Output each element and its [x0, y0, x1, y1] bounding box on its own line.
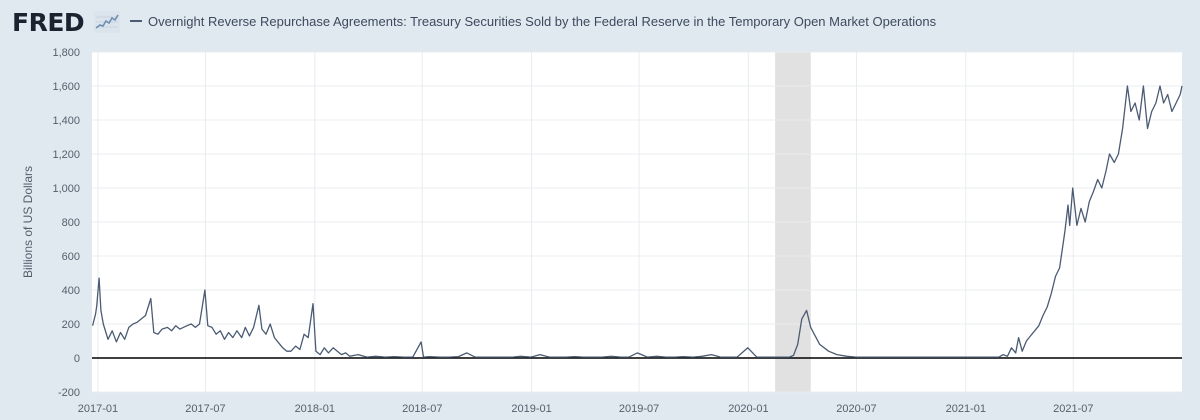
y-tick-label: 400 [62, 285, 80, 297]
y-tick-label: 1,200 [52, 149, 80, 161]
x-tick-label: 2017-07 [185, 403, 225, 415]
legend: Overnight Reverse Repurchase Agreements:… [130, 14, 936, 29]
y-tick-label: 800 [62, 217, 80, 229]
y-tick-label: 200 [62, 319, 80, 331]
y-tick-label: 0 [74, 353, 80, 365]
x-tick-label: 2021-07 [1053, 403, 1093, 415]
y-tick-labels-group: -200 0 200 400 600 800 1,000 1,200 1,400 1,600 1,8… [52, 47, 80, 399]
x-tick-label: 2019-01 [511, 403, 551, 415]
y-tick-label: -200 [58, 387, 80, 399]
fred-logo[interactable]: FRED [12, 8, 85, 37]
x-tick-label: 2017-01 [78, 403, 118, 415]
y-tick-label: 600 [62, 251, 80, 263]
chart-header: FRED Overnight Reverse Repurchase Agreem… [0, 0, 1200, 44]
x-tick-labels-group: 2017-01 2017-07 2018-01 2018-07 2019-01 2019-… [78, 403, 1094, 415]
y-tick-label: 1,800 [52, 47, 80, 59]
y-tick-label: 1,000 [52, 183, 80, 195]
x-tick-label: 2021-01 [946, 403, 986, 415]
x-tick-label: 2020-07 [836, 403, 876, 415]
x-tick-label: 2019-07 [619, 403, 659, 415]
x-tick-label: 2020-01 [728, 403, 768, 415]
legend-swatch [130, 19, 142, 22]
series-line[interactable] [91, 85, 1183, 358]
y-tick-label: 1,400 [52, 115, 80, 127]
legend-label: Overnight Reverse Repurchase Agreements:… [148, 14, 937, 29]
x-tick-label: 2018-01 [295, 403, 335, 415]
y-axis-label: Billions of US Dollars [21, 166, 35, 278]
y-tick-label: 1,600 [52, 81, 80, 93]
line-graph-icon [94, 11, 120, 33]
x-tick-label: 2018-07 [402, 403, 442, 415]
